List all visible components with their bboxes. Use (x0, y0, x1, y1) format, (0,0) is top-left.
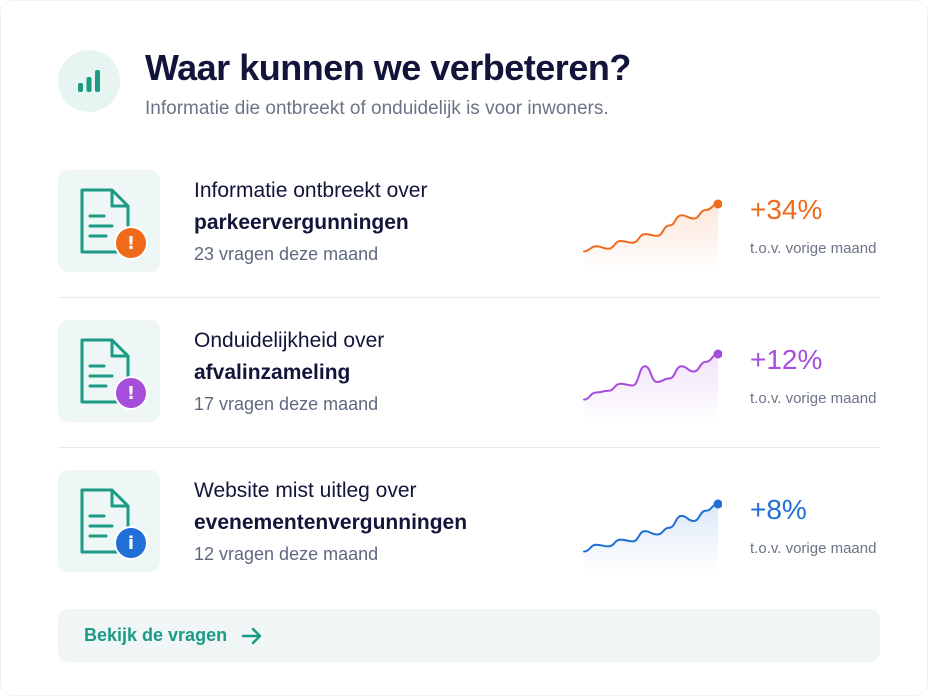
question-count: 17 vragen deze maand (194, 394, 379, 414)
document-icon: ! (58, 170, 160, 272)
change-note: t.o.v. vorige maand (750, 540, 877, 557)
insight-title-line2: afvalinzameling (194, 361, 351, 384)
question-count: 23 vragen deze maand (194, 244, 379, 264)
trend-sparkline (580, 336, 723, 427)
document-icon: i (58, 470, 160, 572)
change-percentage: +8% (750, 494, 807, 525)
insight-title: Informatie ontbreekt over parkeervergunni… (194, 175, 534, 239)
trend-line (583, 353, 719, 401)
trend-sparkline (580, 486, 723, 577)
insight-title-line2: evenementenvergunningen (194, 511, 468, 534)
insight-title: Onduidelijkheid over afvalinzameling (194, 325, 534, 389)
exclamation-icon: ! (114, 226, 148, 260)
view-questions-label: Bekijk de vragen (84, 625, 228, 645)
trend-line (583, 503, 719, 553)
trend-area (584, 504, 718, 572)
bar-chart-icon (58, 50, 120, 112)
question-count: 12 vragen deze maand (194, 544, 379, 564)
insight-title: Website mist uitleg over evenementenvergu… (194, 475, 534, 539)
info-icon: i (114, 526, 148, 560)
row-divider (58, 297, 880, 298)
change-percentage: +12% (750, 344, 823, 375)
trend-line (583, 203, 719, 253)
document-icon: ! (58, 320, 160, 422)
trend-endpoint (713, 349, 723, 359)
trend-area (584, 204, 718, 272)
insight-title-line1: Onduidelijkheid over (194, 329, 385, 352)
trend-endpoint (713, 499, 723, 509)
insight-title-line1: Website mist uitleg over (194, 479, 417, 502)
arrow-right-icon (241, 627, 263, 645)
trend-area (584, 354, 718, 422)
change-note: t.o.v. vorige maand (750, 240, 877, 257)
trend-sparkline (580, 186, 723, 277)
exclamation-icon: ! (114, 376, 148, 410)
change-percentage: +34% (750, 194, 823, 225)
insight-title-line2: parkeervergunningen (194, 211, 409, 234)
change-note: t.o.v. vorige maand (750, 390, 877, 407)
trend-endpoint (713, 199, 723, 209)
insight-row: ! Informatie ontbreekt over parkeervergunn… (58, 170, 880, 273)
insight-row: ! Onduidelijkheid over afvalinzameling 17 v… (58, 320, 880, 423)
view-questions-button[interactable]: Bekijk de vragen (58, 609, 880, 662)
page-subtitle: Informatie die ontbreekt of onduidelijk … (145, 98, 609, 119)
insight-row: i Website mist uitleg over evenementenverg… (58, 470, 880, 573)
row-divider (58, 447, 880, 448)
insight-title-line1: Informatie ontbreekt over (194, 179, 428, 202)
page-title: Waar kunnen we verbeteren? (145, 47, 631, 88)
